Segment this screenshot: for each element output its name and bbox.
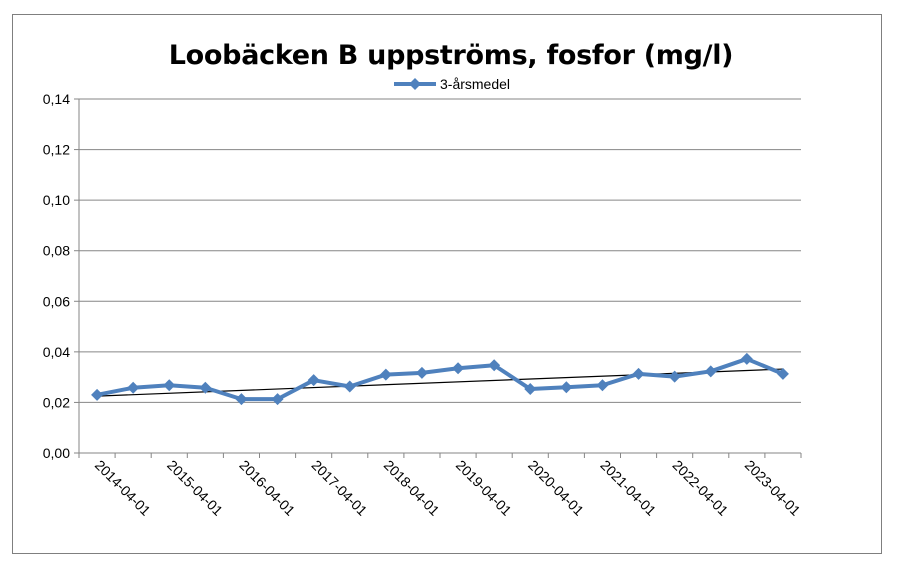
x-tick-label: 2017-04-01 xyxy=(309,457,371,519)
chart-frame xyxy=(12,14,882,554)
data-point xyxy=(199,381,212,394)
data-point xyxy=(235,393,248,406)
y-tick-label: 0,02 xyxy=(43,394,70,410)
x-tick-label: 2023-04-01 xyxy=(742,457,804,519)
data-point xyxy=(704,365,717,378)
chart-title: Loobäcken B uppströms, fosfor (mg/l) xyxy=(168,40,734,71)
y-tick-label: 0,12 xyxy=(43,142,70,158)
y-tick-label: 0,06 xyxy=(43,293,70,309)
data-point xyxy=(379,368,392,381)
data-point xyxy=(343,380,356,393)
data-point xyxy=(776,367,789,380)
data-point xyxy=(415,366,428,379)
data-point xyxy=(668,370,681,383)
x-tick-label: 2016-04-01 xyxy=(236,457,298,519)
x-tick-label: 2019-04-01 xyxy=(453,457,515,519)
data-point xyxy=(740,352,753,365)
y-tick-label: 0,04 xyxy=(43,344,70,360)
y-tick-label: 0,00 xyxy=(43,445,70,461)
data-point xyxy=(307,374,320,387)
x-tick-label: 2015-04-01 xyxy=(164,457,226,519)
series-line xyxy=(96,356,784,402)
y-tick-label: 0,08 xyxy=(43,243,70,259)
data-point xyxy=(271,393,284,406)
legend-label: 3-årsmedel xyxy=(440,76,511,92)
x-tick-label: 2018-04-01 xyxy=(381,457,443,519)
legend: 3-årsmedel xyxy=(392,75,510,93)
x-tick-label: 2021-04-01 xyxy=(597,457,659,519)
data-point xyxy=(524,383,537,396)
data-point xyxy=(163,379,176,392)
data-point xyxy=(91,388,104,401)
data-point xyxy=(596,379,609,392)
x-tick-label: 2020-04-01 xyxy=(525,457,587,519)
data-point xyxy=(488,359,501,372)
x-tick-label: 2022-04-01 xyxy=(670,457,732,519)
y-tick-label: 0,14 xyxy=(43,91,70,107)
data-point xyxy=(127,381,140,394)
x-tick-label: 2014-04-01 xyxy=(92,457,154,519)
y-tick-label: 0,10 xyxy=(43,192,70,208)
data-point xyxy=(632,367,645,380)
trend-line xyxy=(97,368,783,397)
data-point xyxy=(452,362,465,375)
data-point xyxy=(560,381,573,394)
legend-marker-icon xyxy=(394,78,436,90)
